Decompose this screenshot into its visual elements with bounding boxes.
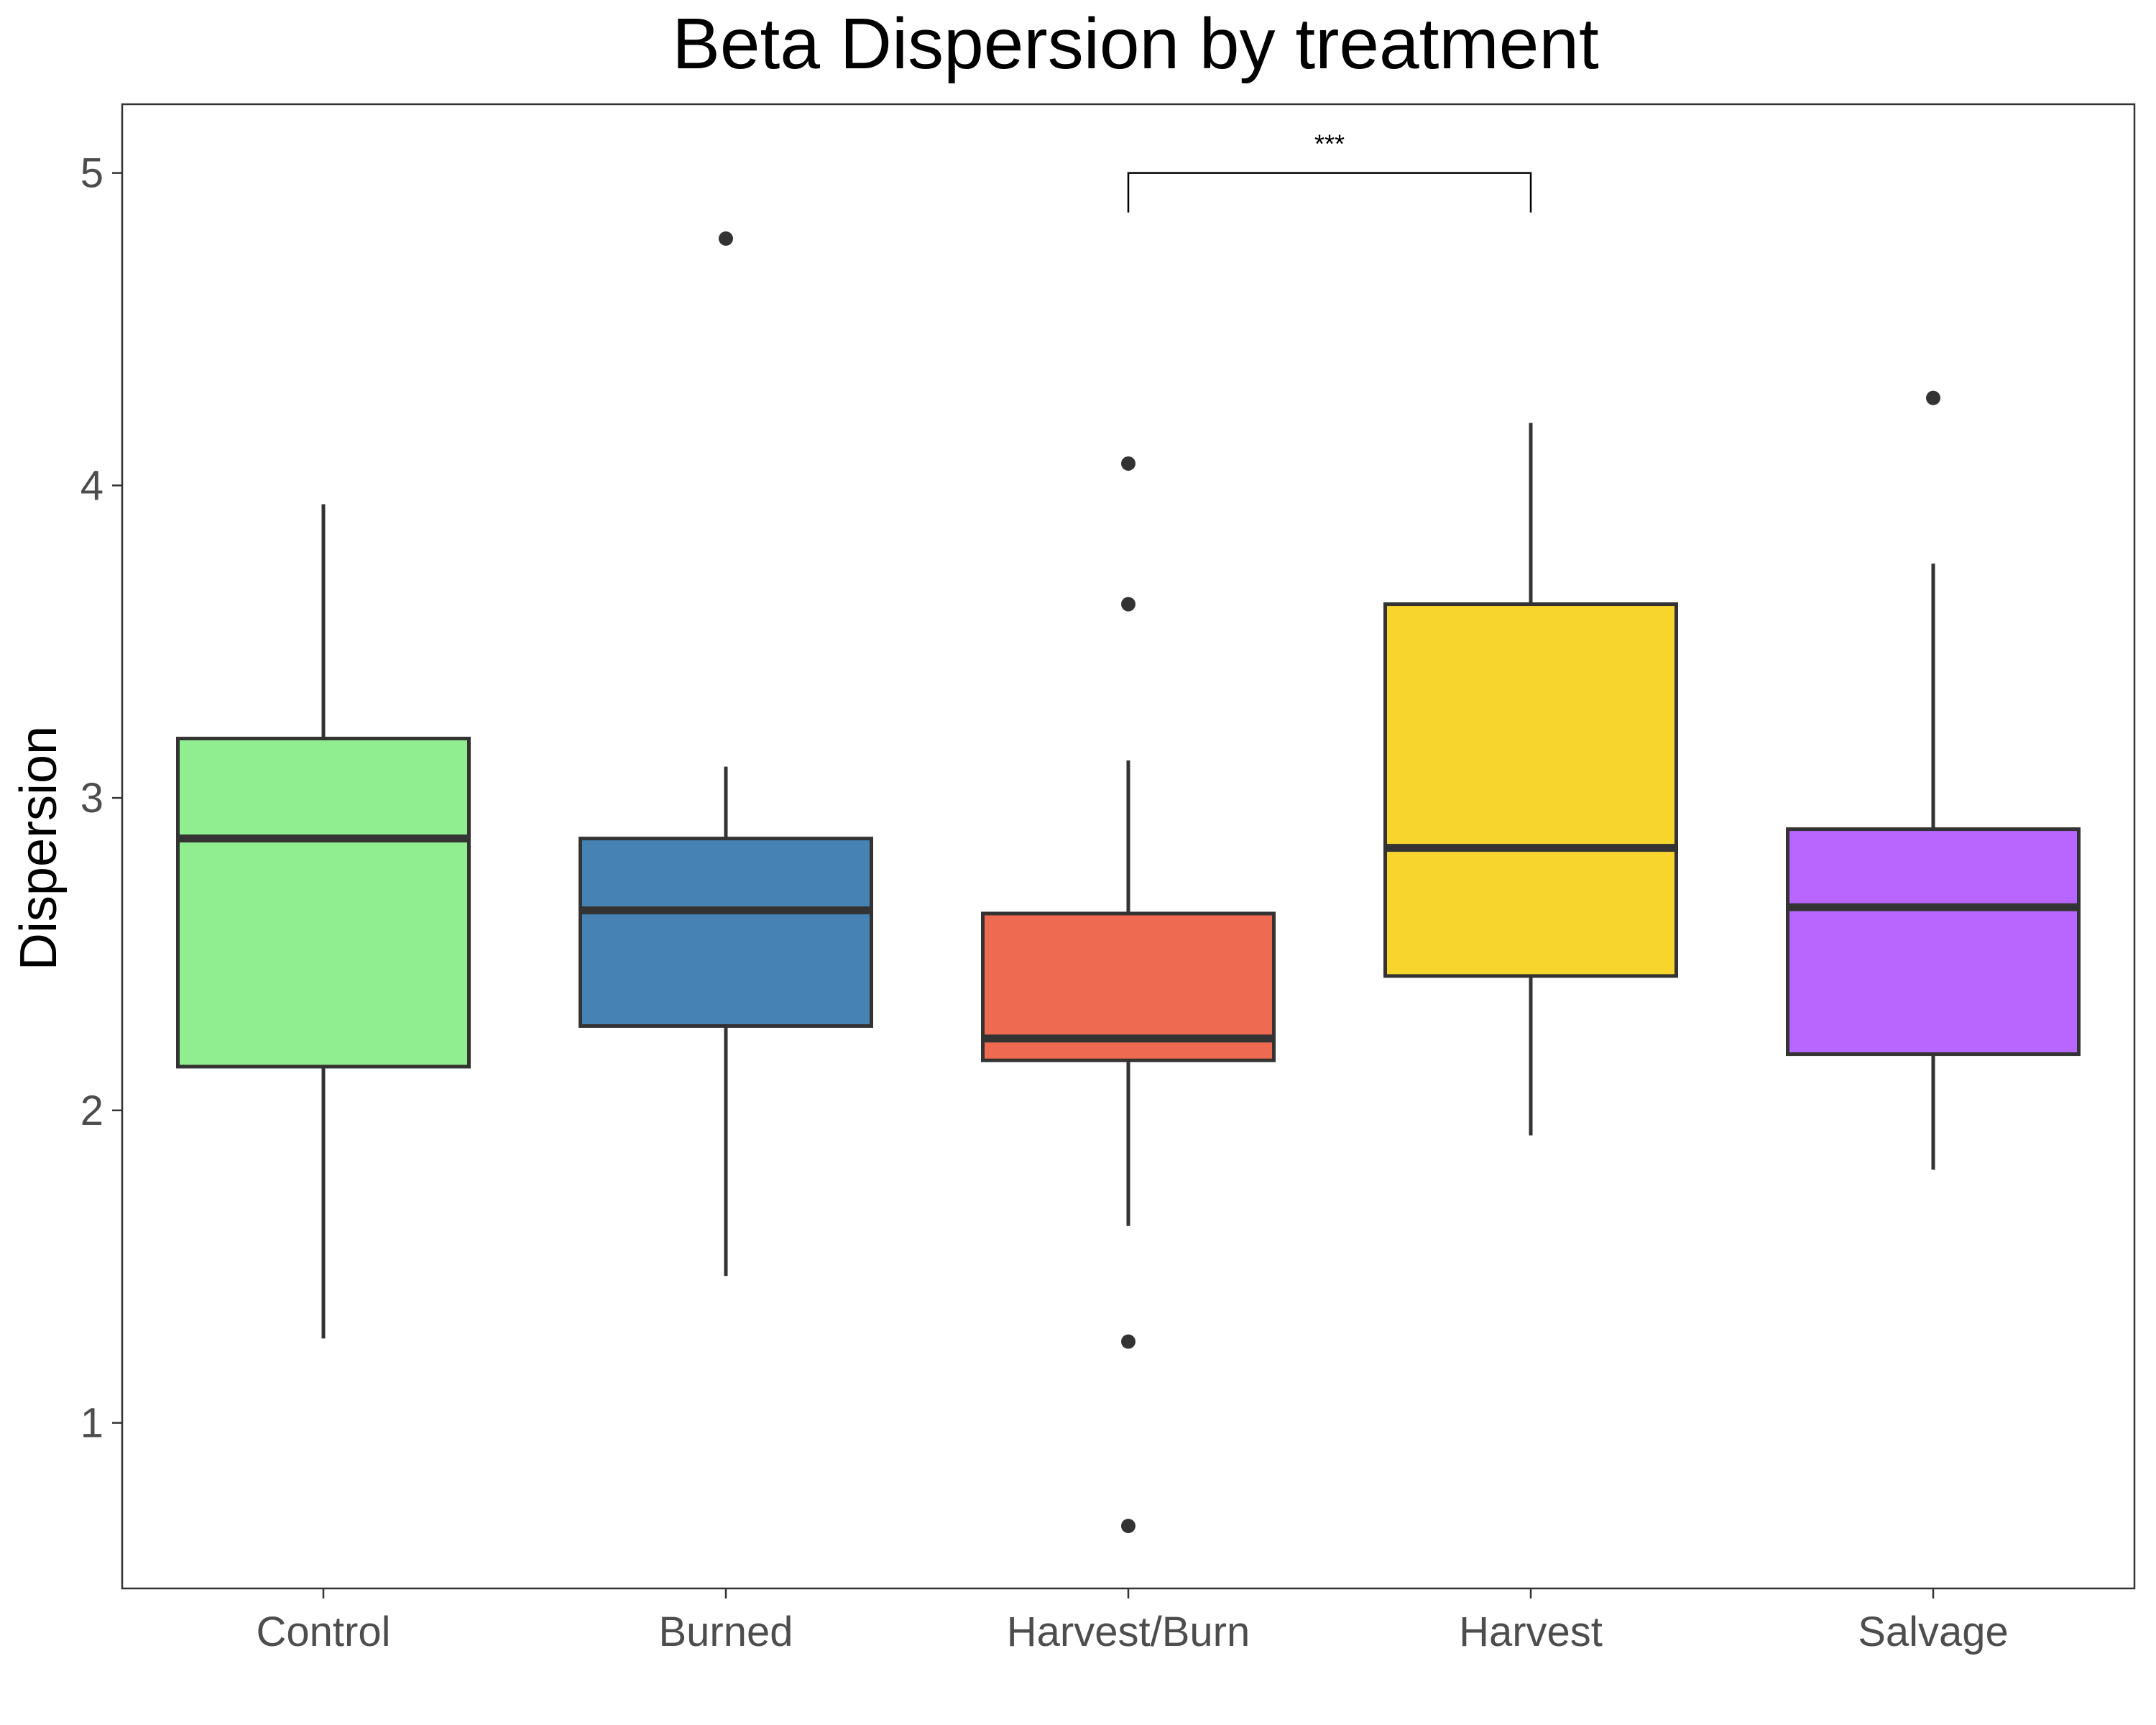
- x-axis: Control Burned Harvest/Burn Harvest Salvage: [257, 1588, 2009, 1655]
- outlier-point: [1121, 597, 1135, 612]
- y-tick-label: 1: [80, 1400, 103, 1447]
- y-axis: 1 2 3 4 5: [80, 150, 122, 1447]
- annotations-layer: ***: [1127, 129, 1532, 213]
- y-tick-label: 5: [80, 150, 103, 197]
- iqr-box: [579, 837, 873, 1028]
- box-group-harvest: [1383, 423, 1678, 1136]
- iqr-box: [1786, 827, 2081, 1057]
- outlier-point: [1121, 456, 1135, 471]
- iqr-box: [176, 737, 471, 1069]
- y-tick-label: 2: [80, 1087, 103, 1134]
- x-tick-label: Salvage: [1858, 1609, 2009, 1655]
- outlier-point: [1926, 390, 1940, 405]
- y-tick-label: 4: [80, 462, 103, 509]
- chart-title: Beta Dispersion by treatment: [672, 4, 1599, 84]
- significance-label: ***: [1314, 129, 1345, 159]
- outlier-point: [1121, 1519, 1135, 1534]
- box-group-salvage: [1786, 390, 2081, 1170]
- iqr-box: [1383, 602, 1678, 978]
- x-tick-label: Burned: [658, 1609, 793, 1655]
- x-tick-label: Control: [257, 1609, 391, 1655]
- x-tick-label: Harvest: [1459, 1609, 1603, 1655]
- significance-bracket: [1127, 172, 1532, 213]
- box-group-harvest-burn: [981, 456, 1276, 1534]
- box-group-burned: [579, 231, 873, 1276]
- x-tick-label: Harvest/Burn: [1007, 1609, 1250, 1655]
- y-tick-label: 3: [80, 775, 103, 822]
- boxes-layer: [176, 231, 2081, 1534]
- box-group-control: [176, 504, 471, 1339]
- outlier-point: [1121, 1334, 1135, 1349]
- outlier-point: [719, 231, 733, 246]
- y-axis-label: Dispersion: [10, 726, 68, 970]
